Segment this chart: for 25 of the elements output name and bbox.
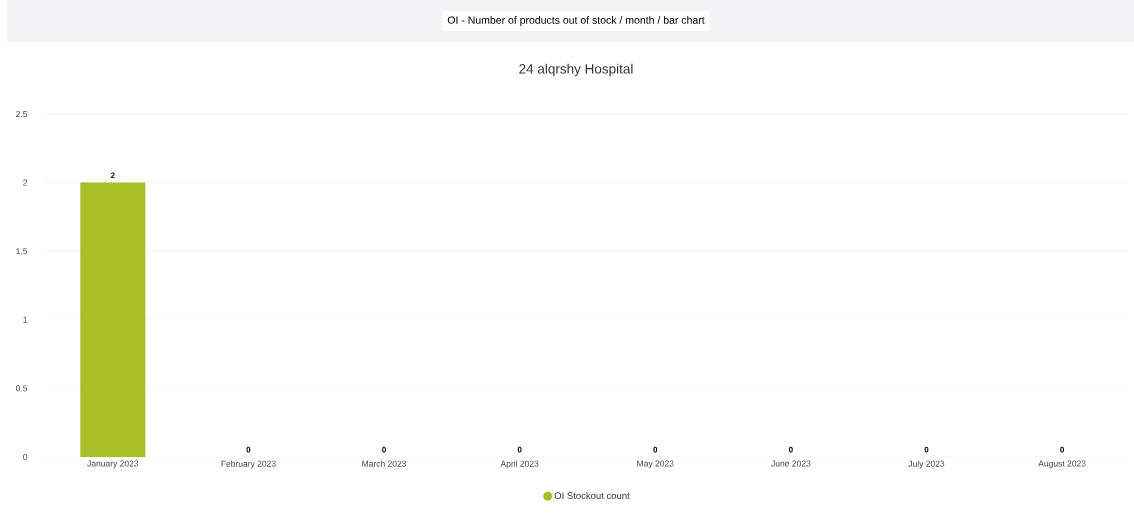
chart-title: OI - Number of products out of stock / month / bar chart xyxy=(447,16,705,26)
y-tick-label: 1.5 xyxy=(16,248,28,255)
data-label: 0 xyxy=(924,446,929,453)
legend-label: OI Stockout count xyxy=(554,492,630,500)
x-tick-label: August 2023 xyxy=(1038,460,1086,469)
x-tick-label: March 2023 xyxy=(362,460,407,467)
data-label: 0 xyxy=(382,446,386,453)
data-label: 2 xyxy=(110,172,115,179)
x-tick-label: May 2023 xyxy=(637,460,674,469)
y-tick-label: 0.5 xyxy=(16,385,28,392)
y-tick-label: 2 xyxy=(23,179,28,186)
data-label: 0 xyxy=(788,446,793,453)
x-tick-label: July 2023 xyxy=(908,460,945,469)
y-tick-label: 0 xyxy=(23,453,28,460)
x-tick-label: June 2023 xyxy=(771,460,811,467)
data-label: 0 xyxy=(653,446,658,453)
x-tick-label: January 2023 xyxy=(87,460,139,469)
x-tick-label: February 2023 xyxy=(221,460,276,469)
y-tick-label: 1 xyxy=(23,316,28,323)
chart-subtitle: 24 alqrshy Hospital xyxy=(519,63,633,77)
data-label: 0 xyxy=(1060,446,1065,453)
data-label: 0 xyxy=(246,446,251,453)
data-label: 0 xyxy=(517,446,522,453)
x-tick-label: April 2023 xyxy=(500,460,539,469)
y-tick-label: 2.5 xyxy=(16,110,28,117)
